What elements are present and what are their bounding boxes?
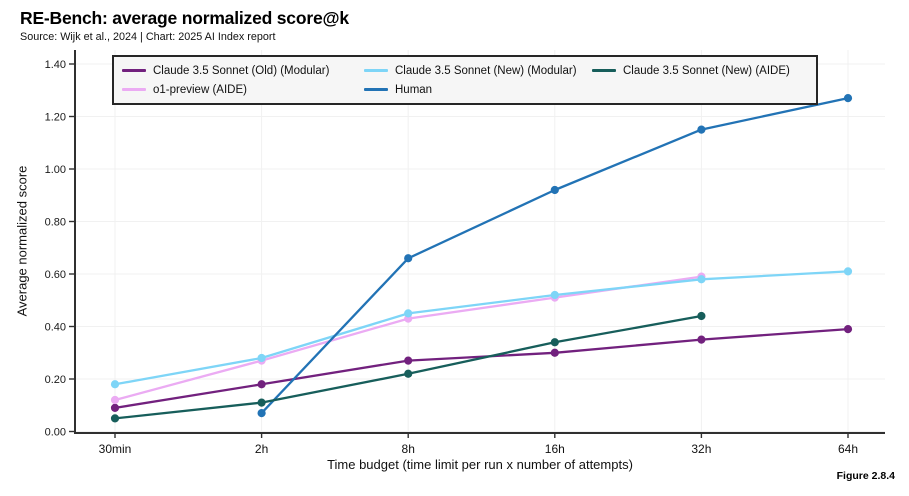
legend-label: Claude 3.5 Sonnet (Old) (Modular) bbox=[153, 64, 330, 77]
series-point bbox=[550, 290, 559, 300]
series-point bbox=[110, 403, 120, 412]
legend-swatch-icon bbox=[122, 69, 146, 72]
series-point bbox=[257, 398, 266, 407]
series-point bbox=[843, 267, 853, 276]
series-point bbox=[843, 325, 853, 334]
legend-swatch-icon bbox=[122, 88, 146, 91]
legend-item: Claude 3.5 Sonnet (New) (Modular) bbox=[364, 65, 592, 77]
legend-item: Claude 3.5 Sonnet (Old) (Modular) bbox=[122, 65, 364, 77]
y-tick-label: 0.80 bbox=[45, 217, 66, 229]
y-tick-label: 1.20 bbox=[45, 112, 66, 124]
legend-label: o1-preview (AIDE) bbox=[153, 83, 247, 96]
legend-row: Claude 3.5 Sonnet (Old) (Modular) Claude … bbox=[122, 61, 810, 80]
y-tick-label: 1.00 bbox=[45, 164, 66, 176]
y-axis-title: Average normalized score bbox=[14, 165, 30, 317]
y-tick-label: 0.60 bbox=[45, 269, 66, 281]
legend-swatch-icon bbox=[364, 69, 388, 72]
legend-item: Claude 3.5 Sonnet (New) (AIDE) bbox=[592, 65, 810, 77]
legend-row: o1-preview (AIDE) Human bbox=[122, 80, 810, 99]
series-point bbox=[404, 369, 413, 378]
legend-item: Human bbox=[364, 84, 592, 96]
series-point bbox=[697, 335, 706, 344]
series-point bbox=[550, 348, 559, 357]
legend-swatch-icon bbox=[364, 88, 388, 91]
y-tick-label: 1.40 bbox=[45, 59, 66, 71]
series-line bbox=[113, 270, 850, 386]
x-tick-label: 8h bbox=[402, 442, 415, 456]
y-tick-label: 0.20 bbox=[45, 374, 66, 386]
series-line bbox=[113, 327, 850, 410]
series-point bbox=[404, 356, 413, 365]
series-point bbox=[697, 311, 706, 321]
series-point bbox=[697, 125, 706, 134]
x-tick-label: 32h bbox=[691, 442, 711, 456]
series-point bbox=[110, 395, 120, 405]
series-point bbox=[110, 414, 120, 423]
figure-label: Figure 2.8.4 bbox=[836, 470, 895, 482]
legend-item: o1-preview (AIDE) bbox=[122, 84, 364, 96]
x-tick-label: 2h bbox=[255, 442, 268, 456]
series-point bbox=[257, 353, 266, 363]
y-tick-label: 0.40 bbox=[45, 322, 66, 334]
x-tick-label: 16h bbox=[545, 442, 565, 456]
series-point bbox=[550, 338, 559, 347]
series-point bbox=[110, 380, 120, 389]
legend: Claude 3.5 Sonnet (Old) (Modular) Claude … bbox=[112, 55, 818, 105]
legend-swatch-icon bbox=[592, 69, 616, 72]
legend-label: Human bbox=[395, 83, 433, 96]
series-point bbox=[404, 254, 413, 263]
legend-label: Claude 3.5 Sonnet (New) (AIDE) bbox=[623, 64, 790, 77]
x-axis-title: Time budget (time limit per run x number… bbox=[327, 457, 633, 472]
x-tick-label: 64h bbox=[838, 442, 858, 456]
series-point bbox=[257, 409, 266, 418]
y-tick-label: 0.00 bbox=[45, 427, 66, 439]
chart-subtitle: Source: Wijk et al., 2024 | Chart: 2025 … bbox=[20, 31, 276, 43]
series-point bbox=[257, 380, 266, 389]
series-point bbox=[697, 275, 706, 284]
chart-title: RE-Bench: average normalized score@k bbox=[20, 8, 349, 28]
series-point bbox=[404, 309, 413, 318]
series-point bbox=[843, 94, 853, 103]
series-point bbox=[550, 185, 559, 195]
x-tick-label: 30min bbox=[99, 442, 132, 456]
legend-label: Claude 3.5 Sonnet (New) (Modular) bbox=[395, 64, 577, 77]
